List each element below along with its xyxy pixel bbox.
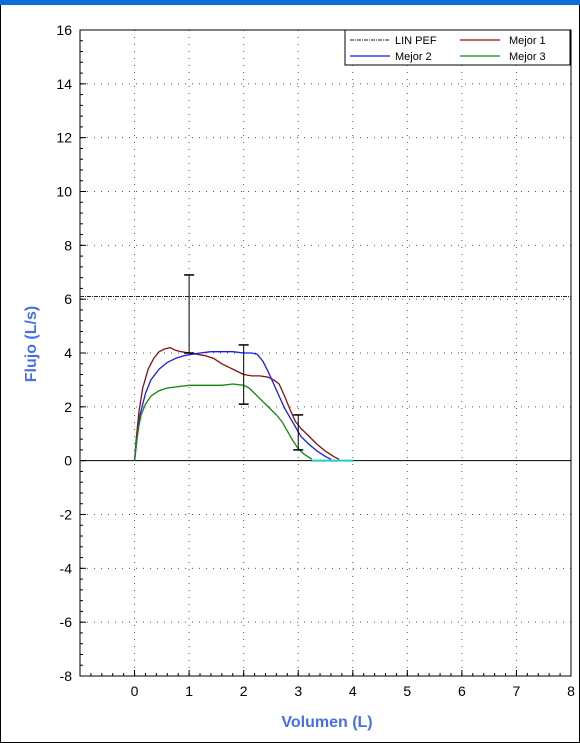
- y-tick-label-8: 8: [64, 237, 72, 253]
- grid: [80, 30, 571, 676]
- y-tick-label-4: 4: [64, 345, 72, 361]
- y-tick-label-6: 6: [64, 291, 72, 307]
- axes: [79, 29, 572, 677]
- y-tick-label-10: 10: [56, 184, 72, 200]
- x-tick-label-6: 6: [458, 683, 466, 699]
- legend-box: [344, 29, 571, 66]
- legend-label-mejor-3: Mejor 3: [509, 51, 546, 63]
- y-tick-label-16: 16: [56, 22, 72, 38]
- legend-label-mejor-1: Mejor 1: [509, 35, 546, 47]
- x-tick-label-2: 2: [240, 683, 248, 699]
- series-line-mejor-3: [133, 383, 313, 461]
- y-tick-label-2: 2: [64, 399, 72, 415]
- x-tick-label-3: 3: [294, 683, 302, 699]
- y-tick-label--8: -8: [60, 668, 73, 684]
- series-line-mejor-2: [133, 351, 332, 461]
- x-tick-label-5: 5: [403, 683, 411, 699]
- series-line-mejor-1: [133, 346, 340, 461]
- window-top-bar: [0, 0, 580, 5]
- y-axis-label: Flujo (L/s): [23, 306, 40, 382]
- x-tick-label-1: 1: [185, 683, 193, 699]
- y-tick-label-12: 12: [56, 130, 72, 146]
- legend: LIN PEF Mejor 1 Mejor 2 Mejor 3: [344, 29, 571, 66]
- legend-label-lin-pef: LIN PEF: [395, 35, 437, 47]
- x-tick-label-8: 8: [567, 683, 575, 699]
- x-tick-label-0: 0: [131, 683, 139, 699]
- legend-entry-mejor-3: Mejor 3: [460, 51, 546, 63]
- legend-label-mejor-2: Mejor 2: [395, 51, 432, 63]
- y-tick-label-0: 0: [64, 453, 72, 469]
- legend-entry-mejor-2: Mejor 2: [350, 51, 432, 63]
- error-bar-layer: [184, 274, 304, 451]
- x-tick-label-7: 7: [513, 683, 521, 699]
- legend-entry-lin-pef: LIN PEF: [350, 35, 437, 47]
- x-axis-label: Volumen (L): [281, 714, 372, 731]
- error-bar-0: [184, 274, 195, 354]
- error-bar-2: [293, 414, 304, 451]
- y-tick-label--2: -2: [60, 507, 73, 523]
- y-tick-label--6: -6: [60, 614, 73, 630]
- y-tick-label--4: -4: [60, 560, 73, 576]
- legend-entry-mejor-1: Mejor 1: [460, 35, 546, 47]
- error-bar-1: [238, 344, 249, 405]
- y-tick-label-14: 14: [56, 76, 72, 92]
- x-tick-label-4: 4: [349, 683, 357, 699]
